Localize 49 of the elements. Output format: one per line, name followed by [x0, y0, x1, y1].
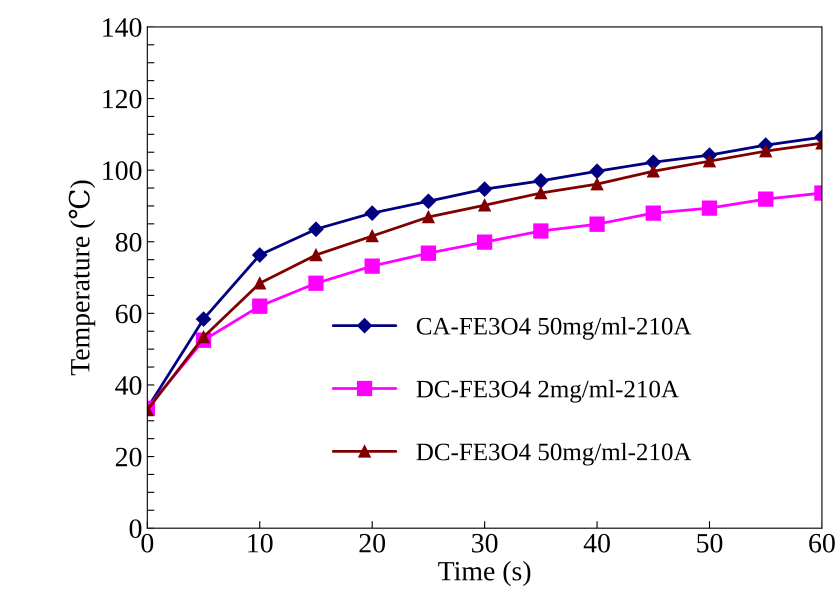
- point: [534, 186, 548, 200]
- x-tick-label: 60: [809, 534, 835, 553]
- x-tick-label: 20: [360, 534, 386, 553]
- point: [703, 154, 716, 168]
- point: [310, 248, 322, 262]
- legend-label: DC-FE3O4 50mg/ml-210A: [416, 442, 692, 466]
- y-tick-label: 80: [116, 232, 142, 252]
- point: [308, 276, 324, 291]
- y-tick-label: 0: [130, 519, 142, 538]
- point: [197, 330, 210, 344]
- x-tick-label: 40: [584, 534, 610, 553]
- y-tick-label: 60: [116, 304, 142, 324]
- point: [422, 210, 435, 224]
- point: [533, 223, 548, 239]
- y-tick-label: 100: [103, 161, 142, 180]
- point: [366, 230, 378, 242]
- y-tick-label: 120: [103, 90, 142, 108]
- x-axis-title: Time (s): [438, 560, 530, 586]
- point: [533, 173, 548, 188]
- y-tick-label: 40: [115, 376, 142, 395]
- point: [420, 246, 436, 261]
- point: [702, 200, 718, 216]
- point: [589, 164, 605, 179]
- point: [476, 234, 492, 250]
- point: [254, 277, 266, 290]
- legend-label: CA-FE3O4 50mg/ml-210A: [416, 317, 692, 340]
- point: [589, 216, 605, 232]
- point: [252, 298, 268, 314]
- point: [647, 164, 660, 178]
- x-tick-label: 10: [248, 534, 273, 553]
- point: [646, 205, 661, 221]
- y-tick-label: 20: [116, 448, 142, 466]
- point: [759, 144, 772, 158]
- point: [478, 198, 491, 212]
- legend-label: DC-FE3O4 2mg/ml-210A: [416, 380, 679, 403]
- point: [477, 182, 492, 197]
- point: [308, 222, 324, 237]
- x-tick-label: 50: [697, 534, 722, 553]
- x-tick-label: 0: [141, 534, 154, 553]
- y-axis-title: Temperature (℃): [68, 180, 96, 376]
- point: [252, 247, 268, 263]
- y-tick-label: 140: [103, 18, 142, 37]
- point: [758, 191, 774, 207]
- point: [590, 178, 604, 190]
- point: [364, 258, 380, 274]
- point: [196, 312, 212, 327]
- x-tick-label: 30: [472, 534, 498, 553]
- point: [420, 194, 436, 209]
- point: [364, 206, 380, 221]
